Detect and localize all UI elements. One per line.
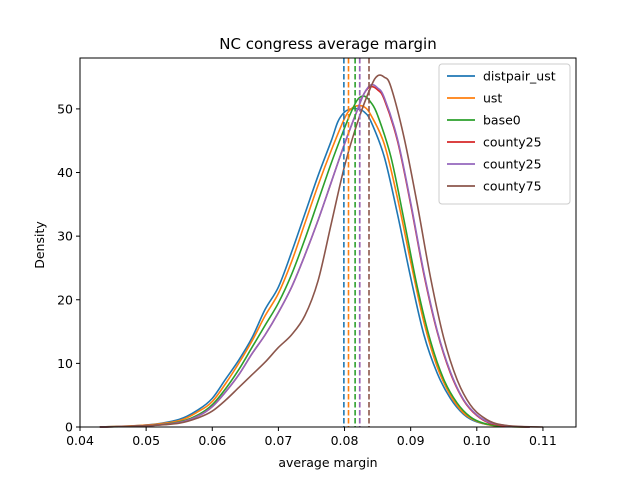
x-tick-label: 0.09	[397, 433, 425, 448]
y-tick-label: 40	[57, 165, 73, 180]
x-axis-title: average margin	[278, 455, 377, 470]
y-tick-label: 10	[57, 356, 73, 371]
x-tick-label: 0.07	[264, 433, 292, 448]
x-tick-label: 0.08	[331, 433, 359, 448]
legend-label: county25	[483, 157, 542, 172]
mean-lines	[343, 58, 370, 427]
series-line-distpair_ust	[99, 107, 530, 428]
x-axis: 0.04 0.05 0.06 0.07 0.08 0.09 0.10 0.11	[66, 427, 557, 448]
x-tick-label: 0.10	[463, 433, 491, 448]
legend-label: county75	[483, 179, 542, 194]
legend-label: ust	[483, 91, 502, 106]
plot-area: 0.04 0.05 0.06 0.07 0.08 0.09 0.10 0.11 0 10 20 30…	[57, 57, 577, 448]
series-line-county25	[99, 83, 530, 428]
x-tick-label: 0.06	[198, 433, 226, 448]
y-tick-label: 50	[57, 101, 73, 116]
series-line-county75	[99, 74, 543, 428]
x-tick-label: 0.11	[529, 433, 557, 448]
chart-title: NC congress average margin	[219, 35, 436, 53]
axes-frame	[79, 57, 577, 428]
y-tick-label: 0	[65, 420, 73, 435]
y-axis: 0 10 20 30 40 50	[57, 101, 80, 435]
legend-box	[438, 63, 571, 205]
legend-label: county25	[483, 135, 542, 150]
legend-label: base0	[483, 113, 521, 128]
x-tick-label: 0.04	[66, 433, 94, 448]
y-axis-title: Density	[32, 221, 47, 269]
x-tick-label: 0.05	[132, 433, 160, 448]
legend-label: distpair_ust	[483, 69, 556, 84]
y-tick-label: 30	[57, 229, 73, 244]
y-tick-label: 20	[57, 292, 73, 307]
